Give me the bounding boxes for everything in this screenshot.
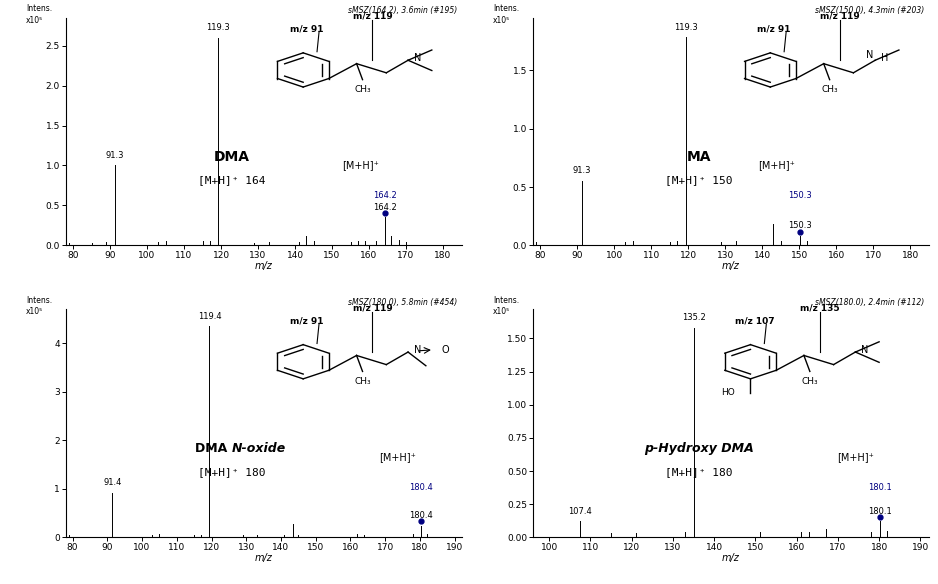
Text: m/z 91: m/z 91: [291, 25, 324, 33]
Text: N: N: [414, 345, 421, 354]
X-axis label: m/z: m/z: [721, 553, 740, 563]
Text: Intens.
x10⁵: Intens. x10⁵: [26, 296, 53, 317]
Text: sMSZ(150.0), 4.3min (#203): sMSZ(150.0), 4.3min (#203): [815, 6, 925, 15]
X-axis label: m/z: m/z: [721, 262, 740, 272]
Text: MA: MA: [687, 150, 711, 164]
Text: CH₃: CH₃: [802, 377, 818, 386]
Text: [M+H]⁺ 150: [M+H]⁺ 150: [665, 175, 733, 185]
Text: DMA: DMA: [214, 150, 250, 164]
Text: 119.3: 119.3: [206, 23, 231, 32]
X-axis label: m/z: m/z: [254, 553, 273, 563]
Text: 180.4: 180.4: [409, 511, 433, 520]
Text: [M+H]⁺ 164: [M+H]⁺ 164: [198, 175, 265, 185]
Text: Intens.
x10⁵: Intens. x10⁵: [493, 296, 520, 317]
Text: 164.2: 164.2: [372, 191, 397, 200]
Text: 91.4: 91.4: [103, 478, 121, 487]
Text: 180.4: 180.4: [409, 482, 433, 492]
Text: H: H: [881, 53, 888, 63]
Text: N: N: [414, 53, 421, 63]
Text: [M+H]⁺: [M+H]⁺: [379, 452, 416, 462]
Text: m/z 91: m/z 91: [291, 316, 324, 325]
Text: 180.1: 180.1: [868, 482, 891, 492]
Text: [M+H]⁺: [M+H]⁺: [342, 160, 379, 171]
Text: [M+H]⁺ 180: [M+H]⁺ 180: [198, 467, 265, 477]
Text: 91.3: 91.3: [106, 151, 124, 160]
Text: m/z 91: m/z 91: [758, 25, 791, 33]
Text: 150.3: 150.3: [788, 191, 812, 200]
Text: 91.3: 91.3: [573, 166, 591, 175]
Text: [M+H]⁺: [M+H]⁺: [758, 160, 794, 171]
Text: m/z 107: m/z 107: [734, 316, 774, 325]
Text: CH₃: CH₃: [822, 85, 838, 95]
Text: 135.2: 135.2: [683, 313, 706, 322]
Text: 107.4: 107.4: [567, 507, 592, 516]
Text: [M+H]⁺ 180: [M+H]⁺ 180: [665, 467, 733, 477]
Text: [M+H]⁺: [M+H]⁺: [838, 452, 874, 462]
Text: N: N: [866, 50, 873, 60]
X-axis label: m/z: m/z: [254, 262, 273, 272]
Text: O: O: [442, 345, 449, 354]
Text: sMSZ(164.2), 3.6min (#195): sMSZ(164.2), 3.6min (#195): [348, 6, 458, 15]
Text: p-Hydroxy DMA: p-Hydroxy DMA: [644, 442, 754, 454]
Text: m/z 119: m/z 119: [353, 304, 392, 312]
Text: m/z 135: m/z 135: [800, 304, 840, 312]
Text: m/z 119: m/z 119: [353, 12, 392, 21]
Text: N: N: [861, 345, 869, 354]
Text: 119.3: 119.3: [673, 23, 698, 32]
Text: DMA: DMA: [195, 442, 232, 454]
Text: Intens.
x10⁵: Intens. x10⁵: [493, 4, 520, 25]
Text: sMSZ(180.0), 2.4min (#112): sMSZ(180.0), 2.4min (#112): [815, 298, 925, 307]
Text: sMSZ(180.0), 5.8min (#454): sMSZ(180.0), 5.8min (#454): [348, 298, 458, 307]
Text: 180.1: 180.1: [868, 507, 891, 516]
Text: HO: HO: [721, 388, 734, 397]
Text: N-oxide: N-oxide: [232, 442, 286, 454]
Text: 119.4: 119.4: [198, 312, 221, 321]
Text: 164.2: 164.2: [372, 203, 397, 212]
Text: 150.3: 150.3: [788, 221, 812, 231]
Text: CH₃: CH₃: [355, 377, 371, 386]
Text: CH₃: CH₃: [355, 85, 371, 95]
Text: m/z 119: m/z 119: [820, 12, 859, 21]
Text: Intens.
x10⁵: Intens. x10⁵: [26, 4, 53, 25]
